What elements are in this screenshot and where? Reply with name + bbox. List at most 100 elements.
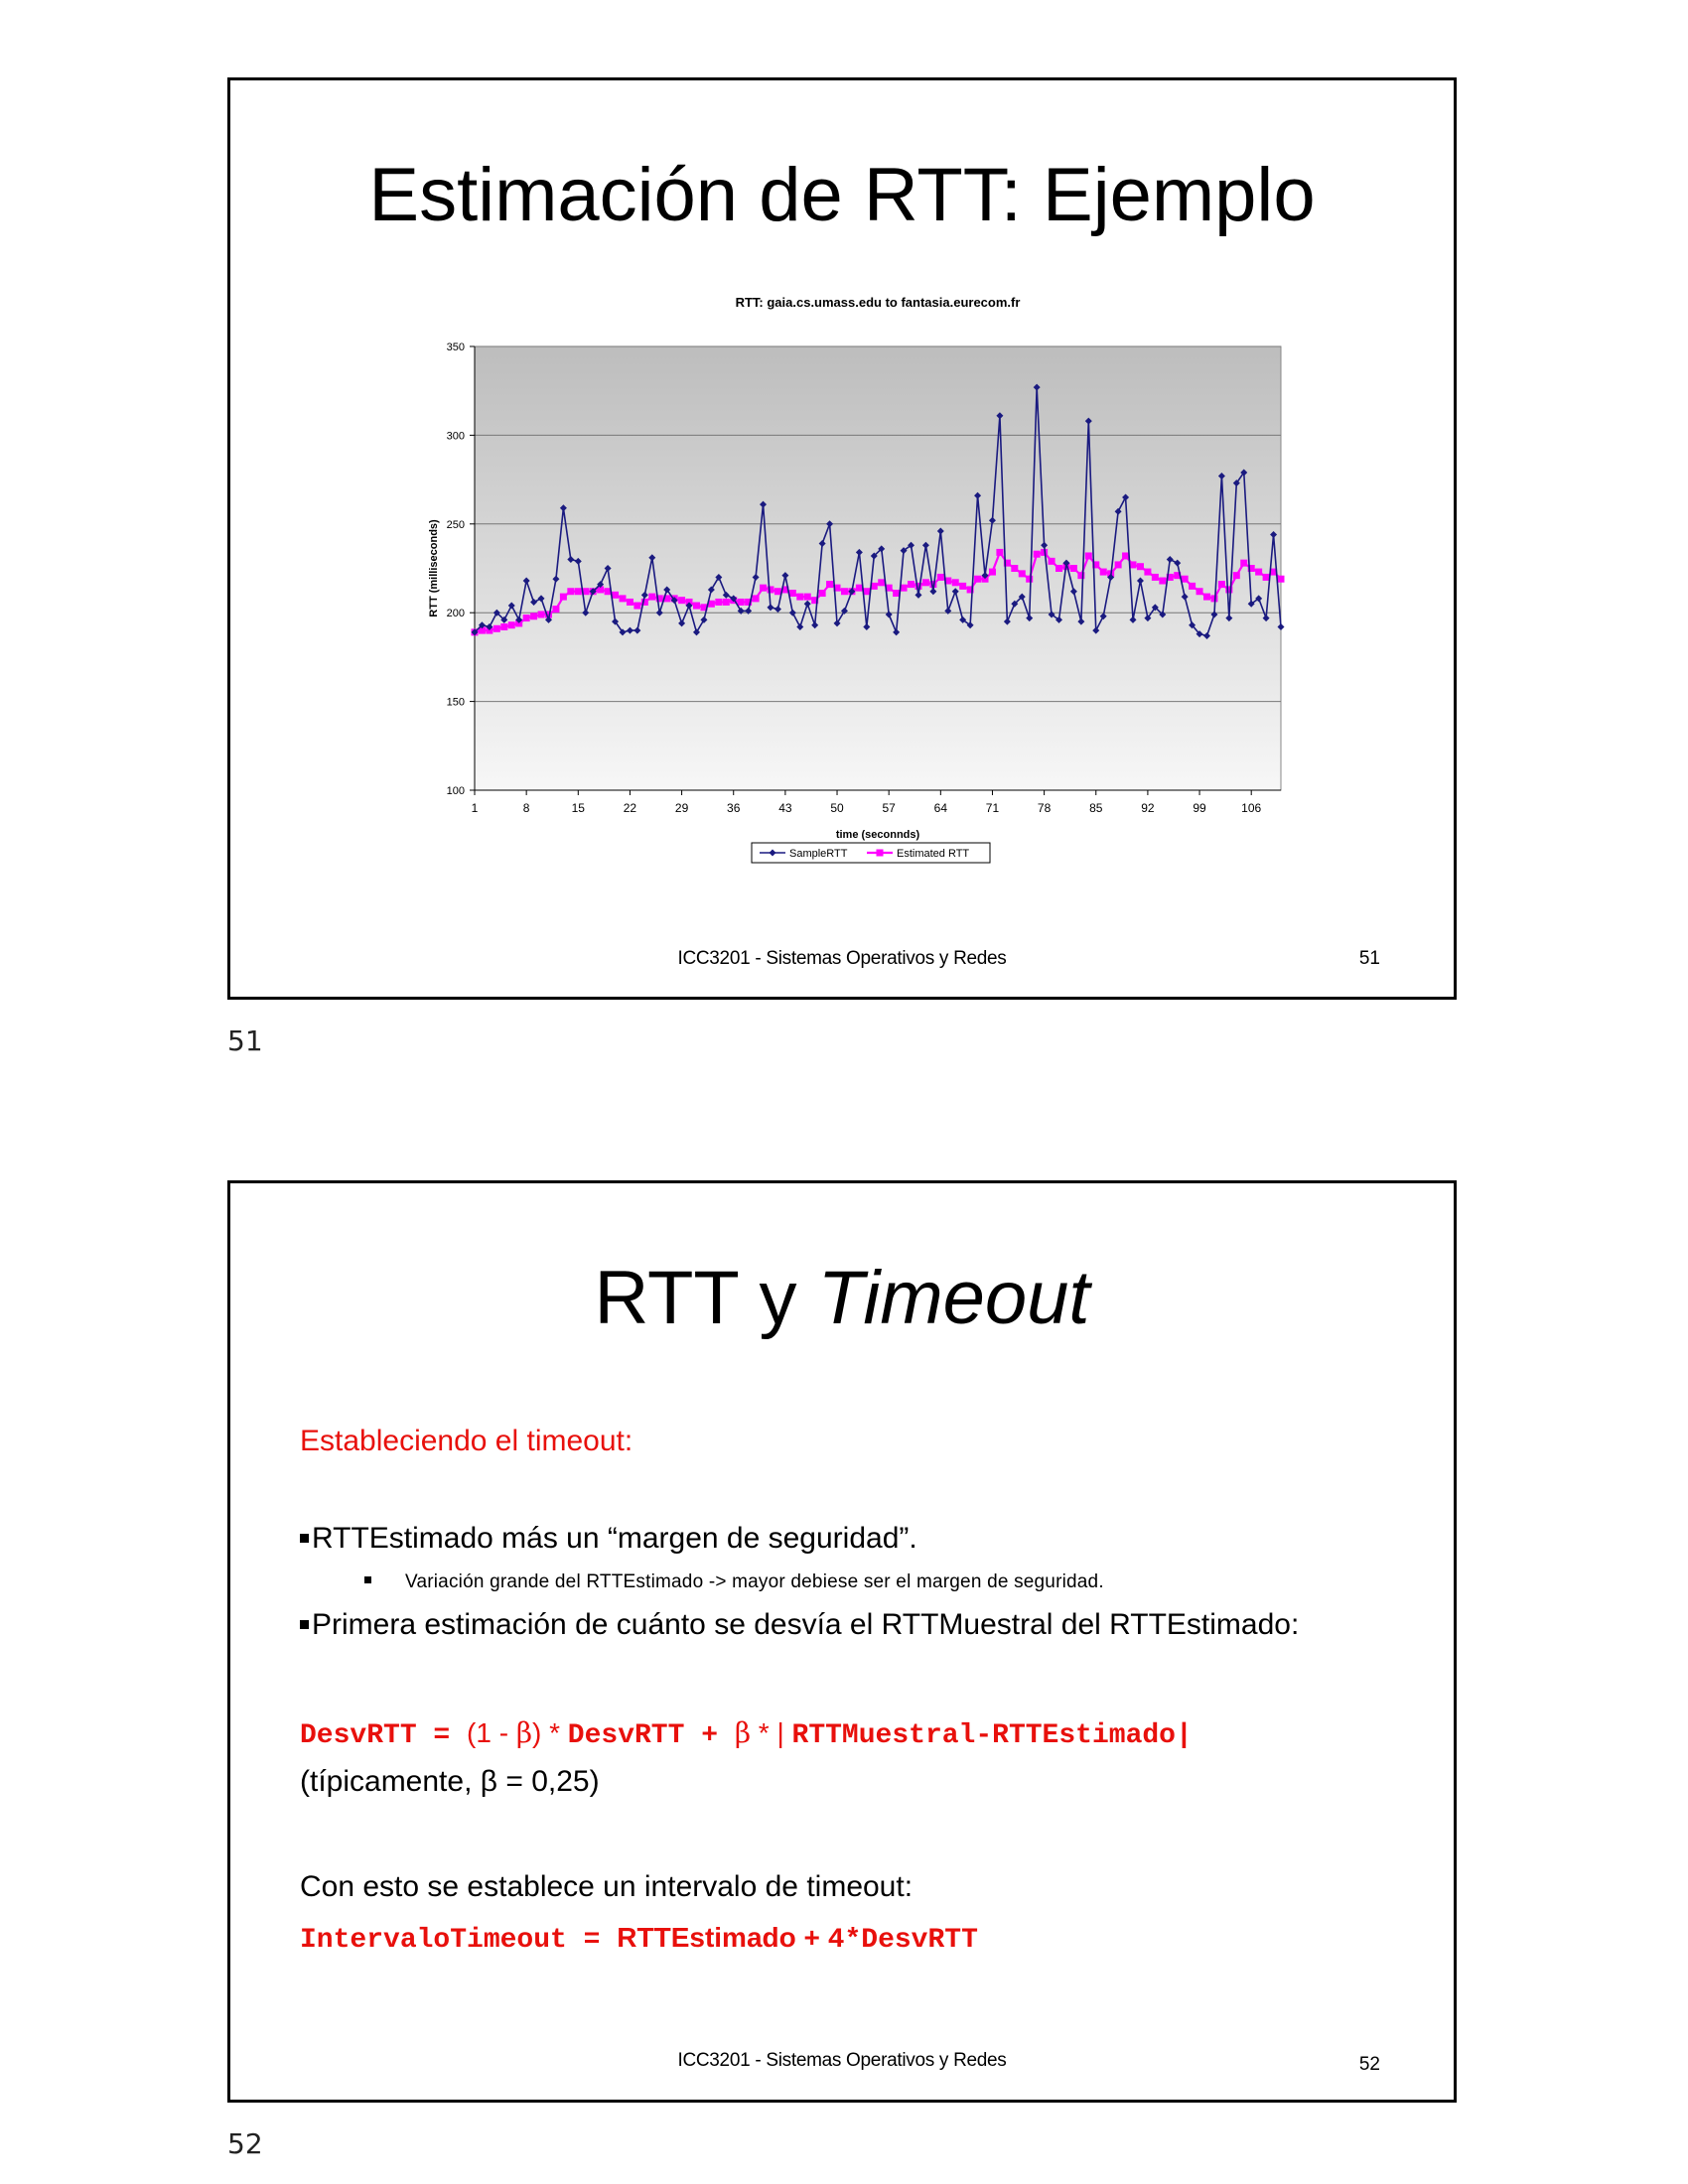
sample-point xyxy=(893,628,901,636)
estimated-point xyxy=(685,598,693,606)
formula-part: ) * xyxy=(532,1717,568,1748)
estimated-point xyxy=(640,598,648,606)
sample-point xyxy=(515,615,523,623)
sample-point xyxy=(1122,493,1130,501)
estimated-point xyxy=(914,582,922,590)
sub-bullet-text: Variación grande del RTTEstimado -> mayo… xyxy=(405,1571,1104,1592)
x-tick-label: 85 xyxy=(1089,801,1103,815)
y-tick-label: 100 xyxy=(447,785,465,797)
estimated-point xyxy=(1048,557,1055,565)
sample-point xyxy=(1069,588,1077,596)
estimated-point xyxy=(1196,588,1203,596)
estimated-point xyxy=(1084,552,1092,560)
sample-point xyxy=(619,628,627,636)
sample-point xyxy=(1033,383,1041,391)
sample-point xyxy=(988,516,996,524)
sample-point xyxy=(648,554,656,562)
slide-number: 51 xyxy=(1358,948,1380,969)
sample-point xyxy=(840,607,848,614)
estimated-point xyxy=(1210,595,1218,603)
sample-point xyxy=(796,623,804,631)
sample-point xyxy=(745,607,753,614)
estimated-point xyxy=(507,621,515,629)
estimated-point xyxy=(1174,572,1182,580)
formula-part: + xyxy=(795,1922,828,1953)
beta-symbol: β xyxy=(515,1716,532,1749)
estimated-point xyxy=(870,582,878,590)
sample-point xyxy=(788,609,796,616)
sample-point xyxy=(597,581,605,589)
sample-point xyxy=(1041,541,1049,549)
estimated-point xyxy=(612,591,620,599)
estimated-point xyxy=(515,619,523,627)
desvrtt-formula: DesvRTT = (1 - β) * DesvRTT + β * | RTTM… xyxy=(300,1716,1193,1751)
sample-point xyxy=(678,619,686,627)
y-tick-label: 200 xyxy=(447,608,465,619)
estimated-point xyxy=(1122,552,1130,560)
slide-52: RTT y Timeout Estableciendo el timeout: … xyxy=(227,1180,1457,2103)
x-tick-label: 1 xyxy=(472,801,479,815)
sample-point xyxy=(1092,626,1100,634)
estimated-point xyxy=(959,582,967,590)
sample-point xyxy=(863,623,871,631)
sample-point xyxy=(1011,600,1019,608)
slide-footer: ICC3201 - Sistemas Operativos y Redes xyxy=(677,2050,1007,2071)
estimated-point xyxy=(1203,593,1211,601)
estimated-point xyxy=(1217,581,1225,589)
sample-point xyxy=(500,615,508,623)
y-tick-label: 150 xyxy=(447,697,465,709)
sample-point xyxy=(700,615,708,623)
title-plain: RTT y xyxy=(594,1256,818,1340)
bullet-2: Primera estimación de cuánto se desvía e… xyxy=(300,1608,1299,1642)
estimated-point xyxy=(1232,572,1240,580)
sample-point xyxy=(626,626,633,634)
estimated-point xyxy=(626,598,633,606)
sample-point xyxy=(707,586,715,594)
sample-point xyxy=(818,539,826,547)
sample-point xyxy=(1114,507,1122,515)
estimated-point xyxy=(752,595,760,603)
estimated-point xyxy=(1240,559,1248,567)
estimated-point xyxy=(760,584,768,592)
sample-point xyxy=(589,588,597,596)
estimated-point xyxy=(796,593,804,601)
sample-point xyxy=(870,552,878,560)
estimated-point xyxy=(1114,561,1122,569)
sample-point xyxy=(552,575,560,583)
x-tick-label: 106 xyxy=(1241,801,1261,815)
sample-point xyxy=(522,577,530,585)
estimated-point xyxy=(1018,570,1026,578)
sample-point xyxy=(833,619,841,627)
estimated-point xyxy=(803,593,811,601)
sample-point xyxy=(574,557,582,565)
sample-point xyxy=(855,548,863,556)
estimated-point xyxy=(1069,565,1077,572)
estimated-point xyxy=(893,590,901,598)
estimated-point xyxy=(885,584,893,592)
x-tick-label: 50 xyxy=(830,801,844,815)
estimated-point xyxy=(544,611,552,618)
sample-point xyxy=(1225,614,1233,622)
estimated-point xyxy=(537,611,545,618)
estimated-point xyxy=(707,600,715,608)
title-italic: Timeout xyxy=(817,1256,1090,1340)
sample-point xyxy=(1099,613,1107,620)
estimated-point xyxy=(678,597,686,605)
estimated-point xyxy=(1129,561,1137,569)
sample-point xyxy=(1270,531,1278,539)
sample-point xyxy=(1189,621,1196,629)
page-number: 52 xyxy=(227,2127,263,2160)
sample-point xyxy=(1144,614,1152,622)
estimated-point xyxy=(1144,568,1152,576)
sample-point xyxy=(1055,615,1063,623)
sample-point xyxy=(1196,630,1203,638)
estimated-point xyxy=(855,584,863,592)
sample-point xyxy=(1151,604,1159,612)
estimated-point xyxy=(1026,575,1034,583)
sample-point xyxy=(1003,617,1011,625)
bullet-1: RTTEstimado más un “margen de seguridad”… xyxy=(300,1522,917,1556)
sample-point xyxy=(1277,623,1285,631)
sample-point xyxy=(781,572,789,580)
estimated-point xyxy=(767,586,774,594)
estimated-point xyxy=(1247,565,1255,572)
